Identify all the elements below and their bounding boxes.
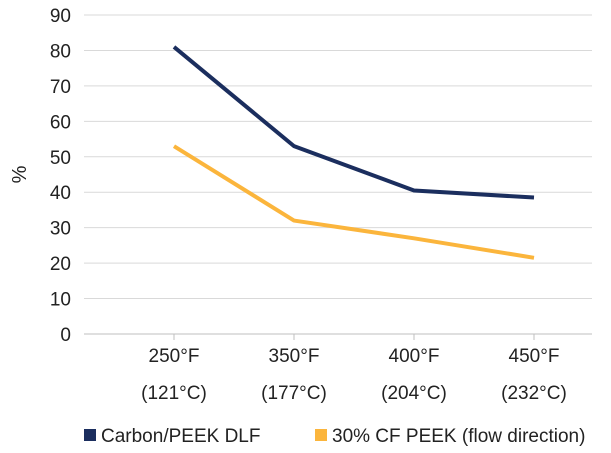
legend-swatch (315, 429, 327, 441)
y-tick-label: 20 (50, 254, 71, 275)
legend-label: Carbon/PEEK DLF (101, 426, 260, 447)
series-line-1 (172, 45, 535, 200)
y-tick-label: 0 (60, 325, 71, 346)
y-axis-label: % (9, 165, 31, 183)
series-line-2 (172, 144, 535, 260)
gridlines (84, 14, 592, 300)
legend-swatch (84, 429, 96, 441)
x-tick-label-celsius: (177°C) (261, 383, 327, 404)
y-tick-label: 30 (50, 219, 71, 240)
x-tick-label: 250°F (149, 346, 200, 367)
x-tick-label-celsius: (204°C) (381, 383, 447, 404)
x-tick-label: 400°F (389, 346, 440, 367)
y-tick-label: 10 (50, 290, 71, 311)
series-lines (172, 45, 535, 260)
x-axis: 250°F (121°C) 350°F (177°C) 400°F (204°C) 450°… (84, 333, 592, 404)
y-tick-label: 90 (50, 6, 71, 27)
y-tick-label: 40 (50, 183, 71, 204)
y-tick-label: 60 (50, 112, 71, 133)
y-tick-label: 70 (50, 77, 71, 98)
legend: Carbon/PEEK DLF 30% CF PEEK (flow directi… (84, 426, 585, 447)
legend-label: 30% CF PEEK (flow direction) (332, 426, 585, 447)
x-tick-label: 450°F (509, 346, 560, 367)
y-axis-ticks: 0 10 20 30 40 50 60 70 80 90 (50, 6, 71, 346)
x-tick-label-celsius: (121°C) (141, 383, 207, 404)
y-tick-label: 50 (50, 148, 71, 169)
x-tick-label: 350°F (269, 346, 320, 367)
x-tick-label-celsius: (232°C) (501, 383, 567, 404)
y-tick-label: 80 (50, 41, 71, 62)
